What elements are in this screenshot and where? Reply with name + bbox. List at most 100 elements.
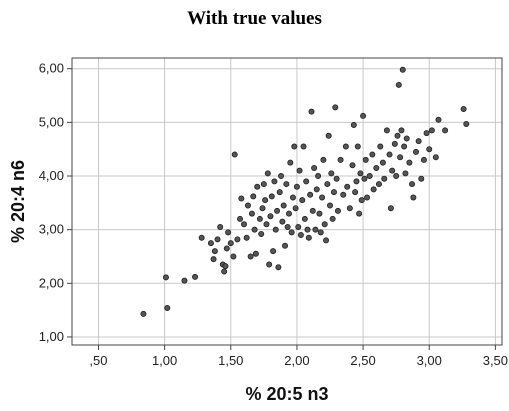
scatter-point — [252, 250, 259, 257]
scatter-point — [395, 81, 402, 88]
scatter-point — [291, 143, 298, 150]
scatter-point — [283, 181, 290, 188]
scatter-point — [198, 234, 205, 241]
scatter-point — [379, 159, 386, 166]
x-tick-label: 3,00 — [417, 353, 442, 368]
scatter-point — [267, 213, 274, 220]
x-tick-label: 2,00 — [284, 353, 309, 368]
scatter-point — [162, 274, 169, 281]
scatter-point — [227, 240, 234, 247]
scatter-point — [415, 138, 422, 145]
scatter-point — [223, 245, 230, 252]
scatter-point — [276, 189, 283, 196]
scatter-point — [370, 186, 377, 193]
scatter-point — [432, 154, 439, 161]
scatter-point — [391, 140, 398, 147]
scatter-point — [329, 215, 336, 222]
scatter-point — [361, 175, 368, 182]
scatter-point — [364, 194, 371, 201]
scatter-point — [237, 215, 244, 222]
scatter-point — [352, 189, 359, 196]
scatter-point — [250, 193, 257, 200]
scatter-point — [344, 183, 351, 190]
scatter-point — [412, 148, 419, 155]
y-tick-label: 4,00 — [39, 168, 64, 183]
scatter-point — [301, 215, 308, 222]
scatter-point — [263, 221, 270, 228]
scatter-point — [305, 234, 312, 241]
scatter-point — [442, 127, 449, 134]
scatter-point — [334, 207, 341, 214]
scatter-point — [317, 229, 324, 236]
scatter-point — [316, 210, 323, 217]
scatter-point — [342, 143, 349, 150]
scatter-point — [377, 143, 384, 150]
scatter-point — [282, 242, 289, 249]
scatter-point — [247, 253, 254, 260]
scatter-point — [409, 181, 416, 188]
x-tick-label: 2,50 — [350, 353, 375, 368]
scatter-point — [234, 236, 241, 243]
scatter-point — [260, 181, 267, 188]
scatter-point — [254, 183, 261, 190]
scatter-point — [230, 253, 237, 260]
x-tick-label: 1,50 — [218, 353, 243, 368]
scatter-point — [181, 277, 188, 284]
scatter-point — [231, 151, 238, 158]
scatter-point — [410, 194, 417, 201]
scatter-point — [460, 105, 467, 112]
scatter-point — [375, 181, 382, 188]
scatter-point — [288, 229, 295, 236]
scatter-point — [140, 310, 147, 317]
scatter-point — [358, 197, 365, 204]
scatter-point — [393, 173, 400, 180]
scatter-point — [214, 236, 221, 243]
y-axis-label: % 20:4 n6 — [8, 160, 28, 243]
scatter-point — [315, 173, 322, 180]
scatter-point — [211, 248, 218, 255]
scatter-point — [401, 143, 408, 150]
scatter-point — [238, 195, 245, 202]
scatter-point — [287, 159, 294, 166]
scatter-point — [349, 162, 356, 169]
scatter-point — [373, 164, 380, 171]
scatter-point — [369, 151, 376, 158]
scatter-point — [426, 146, 433, 153]
scatter-point — [312, 226, 319, 233]
scatter-point — [192, 273, 199, 280]
chart-title: With true values — [187, 8, 322, 29]
x-tick-label: 1,00 — [152, 353, 177, 368]
scatter-point — [279, 218, 286, 225]
scatter-point — [285, 210, 292, 217]
scatter-point — [340, 191, 347, 198]
y-tick-label: 3,00 — [39, 222, 64, 237]
data-points — [140, 66, 470, 317]
scatter-point — [271, 178, 278, 185]
scatter-point — [323, 237, 330, 244]
scatter-point — [297, 232, 304, 239]
scatter-point — [244, 202, 251, 209]
scatter-point — [353, 178, 360, 185]
scatter-point — [320, 156, 327, 163]
scatter-point — [164, 304, 171, 311]
scatter-point — [264, 170, 271, 177]
scatter-point — [325, 132, 332, 139]
scatter-point — [300, 143, 307, 150]
scatter-point — [251, 226, 258, 233]
scatter-point — [356, 210, 363, 217]
grid-layer — [72, 58, 502, 345]
scatter-point — [262, 197, 269, 204]
y-tick-label: 5,00 — [39, 114, 64, 129]
scatter-point — [333, 175, 340, 182]
scatter-point — [259, 205, 266, 212]
scatter-point — [398, 127, 405, 134]
scatter-point — [217, 223, 224, 230]
scatter-point — [266, 261, 273, 268]
scatter-point — [332, 104, 339, 111]
scatter-point — [295, 223, 302, 230]
x-tick-label: ,50 — [89, 353, 107, 368]
scatter-point — [222, 263, 229, 270]
scatter-point — [280, 202, 287, 209]
scatter-point — [311, 164, 318, 171]
